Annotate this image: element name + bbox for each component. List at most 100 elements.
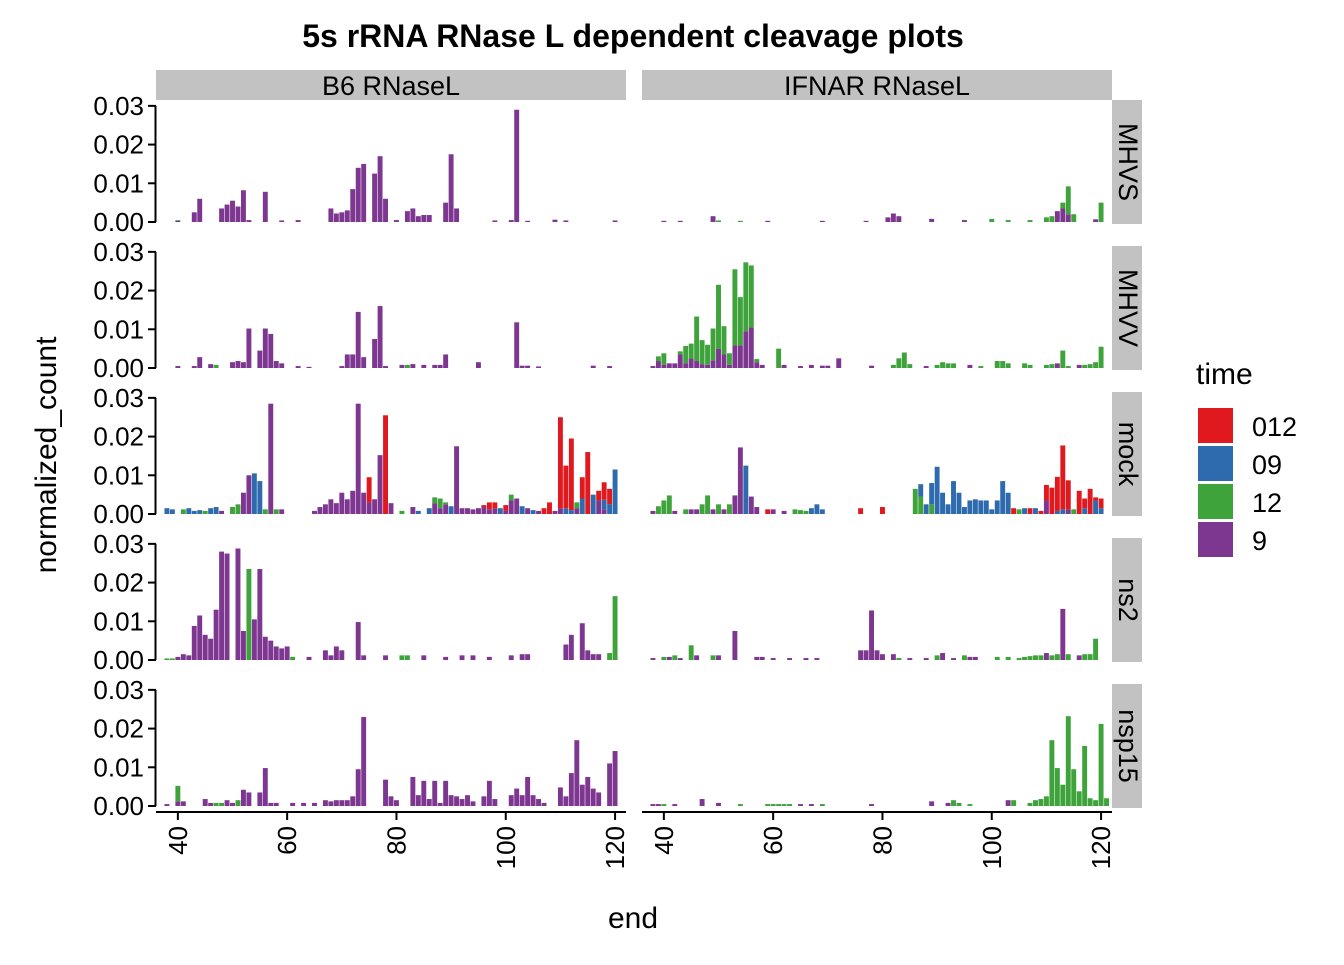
bar-time-9 [596, 654, 602, 660]
bar-time-9 [508, 655, 514, 660]
bar-time-12 [607, 653, 613, 660]
bar-time-9 [1005, 800, 1011, 806]
bar-time-9 [1060, 208, 1066, 222]
bar-time-12 [175, 785, 181, 802]
bar-time-9 [421, 655, 427, 660]
bar-time-12 [1049, 740, 1055, 806]
bar-time-12 [1027, 364, 1033, 368]
bar-time-9 [437, 508, 443, 514]
bar-time-9 [880, 654, 885, 660]
bar-time-12 [1022, 363, 1028, 368]
bar-time-9 [202, 799, 208, 806]
bar-time-9 [929, 801, 935, 806]
bar-time-09 [497, 508, 503, 514]
bar-time-9 [246, 475, 252, 514]
bar-time-09 [989, 509, 995, 514]
bar-time-9 [350, 490, 356, 514]
bar-time-9 [426, 799, 432, 806]
row-strip-label: MHVS [1113, 123, 1143, 201]
bar-time-012 [492, 502, 498, 509]
bar-time-9 [655, 804, 661, 806]
bar-time-12 [1082, 746, 1088, 806]
bar-time-9 [350, 354, 356, 368]
bar-time-12 [934, 364, 940, 368]
bar-time-9 [421, 215, 427, 222]
bar-time-9 [312, 802, 317, 806]
bar-time-12 [1087, 654, 1093, 660]
bar-time-9 [754, 507, 760, 514]
bar-time-9 [1076, 364, 1082, 368]
panel-B6-RNaseL-MHVV [175, 306, 613, 368]
bar-time-09 [819, 509, 825, 514]
bar-time-9 [486, 509, 492, 514]
bar-time-12 [1060, 784, 1066, 806]
bar-time-9 [432, 780, 438, 806]
bar-time-9 [508, 500, 514, 514]
y-tick-label: 0.02 [93, 130, 144, 160]
bar-time-012 [880, 507, 885, 514]
bar-time-12 [661, 353, 667, 365]
y-tick-label: 0.01 [93, 168, 144, 198]
bar-time-9 [492, 799, 498, 806]
bar-time-12 [907, 364, 913, 368]
bar-time-9 [666, 656, 672, 660]
bar-time-9 [399, 364, 405, 368]
bar-time-9 [372, 338, 378, 368]
bar-time-9 [519, 365, 525, 368]
bar-time-09 [563, 508, 569, 514]
bar-time-9 [268, 403, 274, 514]
bar-time-12 [290, 656, 296, 660]
bar-time-012 [503, 505, 509, 511]
bar-time-12 [1065, 186, 1071, 215]
bar-time-9 [465, 795, 470, 806]
bar-time-9 [677, 220, 683, 222]
bar-time-012 [596, 490, 602, 501]
bar-time-9 [224, 553, 230, 660]
bar-time-9 [536, 799, 542, 806]
y-axis-label: normalized_count [30, 336, 63, 573]
bar-time-9 [508, 795, 514, 806]
bar-time-9 [257, 792, 263, 806]
column-strip-label: IFNAR RNaseL [784, 71, 970, 101]
bar-time-12 [612, 596, 618, 660]
bar-time-9 [279, 363, 285, 368]
x-tick-label: 60 [758, 826, 788, 855]
bar-time-9 [514, 788, 520, 806]
bar-time-9 [251, 619, 257, 660]
bar-time-12 [1000, 361, 1006, 368]
row-strip [1112, 392, 1142, 516]
bar-time-12 [1054, 768, 1060, 806]
panel-B6-RNaseL-ns2 [164, 548, 618, 660]
bar-time-12 [1098, 723, 1104, 806]
bar-time-09 [186, 508, 192, 514]
bar-time-9 [279, 509, 285, 514]
bar-time-09 [1054, 510, 1060, 514]
bar-time-9 [716, 348, 721, 368]
bar-time-9 [519, 795, 525, 806]
bar-time-9 [748, 327, 754, 368]
bar-time-9 [465, 508, 470, 514]
bar-time-9 [519, 654, 525, 660]
bar-time-12 [1087, 364, 1093, 368]
bar-time-9 [202, 634, 208, 660]
bar-time-9 [536, 366, 542, 368]
bar-time-12 [1027, 220, 1033, 222]
bar-time-09 [448, 506, 454, 514]
bar-time-12 [1071, 769, 1077, 806]
bar-time-9 [240, 190, 246, 222]
panel-IFNAR-RNaseL-ns2 [650, 608, 1099, 660]
bar-time-9 [732, 495, 738, 514]
bar-time-9 [459, 655, 465, 660]
bar-time-9 [355, 769, 361, 806]
bar-time-9 [1076, 655, 1082, 660]
y-tick-label: 0.01 [93, 752, 144, 782]
bar-time-12 [230, 507, 235, 514]
bar-time-09 [994, 500, 1000, 514]
bar-time-12 [273, 509, 279, 514]
bar-time-9 [536, 510, 542, 514]
bar-time-9 [240, 630, 246, 660]
bar-time-9 [710, 509, 716, 514]
y-tick-label: 0.03 [93, 237, 144, 267]
bar-time-12 [1071, 214, 1077, 222]
